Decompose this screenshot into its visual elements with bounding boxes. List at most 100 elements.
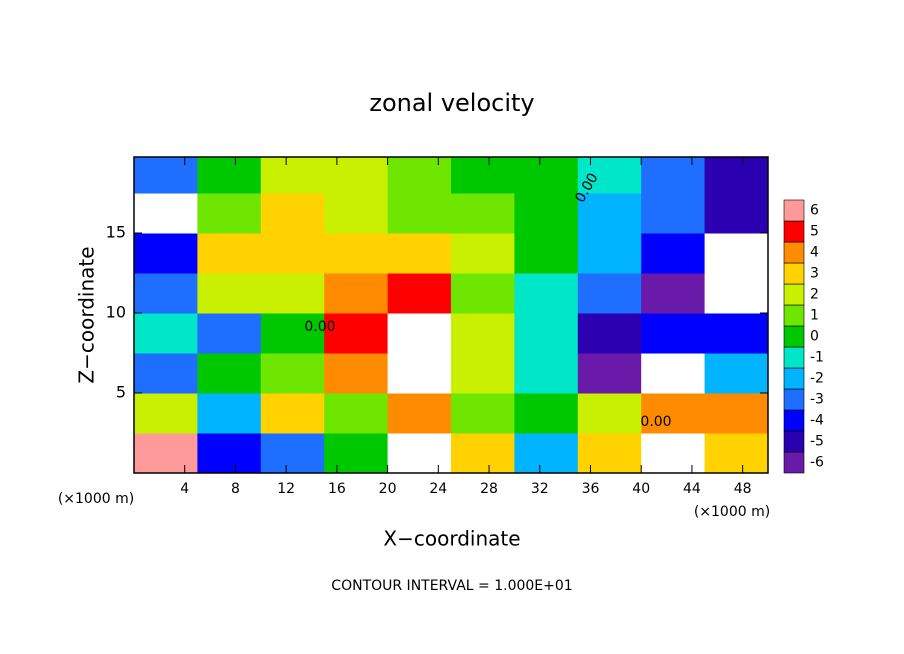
- cell: [704, 353, 768, 394]
- cell: [704, 433, 768, 473]
- colorbar-label: 5: [810, 224, 819, 240]
- cell: [197, 313, 262, 354]
- colorbar-box: [783, 199, 805, 222]
- chart-title: zonal velocity: [369, 89, 534, 117]
- cell: [641, 193, 706, 234]
- colorbar-box: [783, 283, 805, 306]
- cell: [134, 273, 198, 314]
- colorbar-box: [783, 409, 805, 432]
- colorbar-box: [783, 262, 805, 285]
- cell: [577, 313, 642, 354]
- cell: [260, 193, 325, 234]
- cell: [641, 233, 706, 274]
- colorbar-label: -3: [810, 392, 824, 408]
- cell: [387, 233, 452, 274]
- colorbar-label: 2: [810, 287, 819, 303]
- cell: [577, 433, 642, 473]
- cell: [387, 157, 452, 194]
- cell: [134, 433, 198, 473]
- plot-frame: [133, 156, 769, 474]
- cell: [134, 353, 198, 394]
- cell: [514, 193, 579, 234]
- cell: [577, 233, 642, 274]
- cell: [260, 433, 325, 473]
- cell: [514, 393, 579, 434]
- cell: [134, 393, 198, 434]
- x-tick-label: 36: [582, 481, 600, 497]
- footer: CONTOUR INTERVAL = 1.000E+01: [331, 578, 572, 594]
- colorbar-box: [783, 451, 805, 474]
- cell: [134, 313, 198, 354]
- cell: [387, 313, 452, 354]
- y-tick-label: 10: [106, 303, 126, 322]
- x-axis-label: X−coordinate: [383, 527, 520, 551]
- field: [134, 157, 768, 473]
- cell: [197, 193, 262, 234]
- cell: [641, 433, 706, 473]
- cell: [197, 433, 262, 473]
- cell: [641, 157, 706, 194]
- cell: [324, 393, 389, 434]
- cell: [451, 233, 515, 274]
- cell: [514, 353, 579, 394]
- colorbar-box: [783, 241, 805, 264]
- cell: [514, 433, 579, 473]
- contour-label: 0.00: [640, 414, 671, 430]
- cell: [324, 273, 389, 314]
- cell: [704, 393, 768, 434]
- colorbar-box: [783, 430, 805, 453]
- colorbar-box: [783, 325, 805, 348]
- cell: [451, 193, 515, 234]
- cell: [641, 393, 706, 434]
- cell: [577, 353, 642, 394]
- cell: [197, 393, 262, 434]
- x-tick-label: 4: [180, 481, 189, 497]
- cell: [387, 273, 452, 314]
- colorbar-box: [783, 388, 805, 411]
- cell: [451, 313, 515, 354]
- colorbar-label: 1: [810, 308, 819, 324]
- colorbar-box: [783, 346, 805, 369]
- cell: [134, 193, 198, 234]
- cell: [577, 193, 642, 234]
- cell: [324, 433, 389, 473]
- cell: [514, 157, 579, 194]
- colorbar-label: 6: [810, 203, 819, 219]
- cell: [260, 233, 325, 274]
- cell: [577, 157, 642, 194]
- cell: [387, 393, 452, 434]
- cell: [197, 233, 262, 274]
- cell: [704, 157, 768, 194]
- cell: [704, 233, 768, 274]
- cell: [451, 157, 515, 194]
- colorbar-label: -4: [810, 413, 824, 429]
- x-unit: (×1000 m): [694, 504, 770, 520]
- x-tick-label: 20: [379, 481, 397, 497]
- cell: [387, 193, 452, 234]
- x-tick-label: 8: [231, 481, 240, 497]
- x-tick-label: 28: [480, 481, 498, 497]
- cell: [260, 353, 325, 394]
- cell: [641, 313, 706, 354]
- cell: [134, 233, 198, 274]
- cell: [577, 273, 642, 314]
- cell: [704, 193, 768, 234]
- cell: [641, 353, 706, 394]
- cell: [577, 393, 642, 434]
- cell: [197, 353, 262, 394]
- colorbar-label: 0: [810, 329, 819, 345]
- colorbar-label: 4: [810, 245, 819, 261]
- contour-label: 0.00: [304, 319, 335, 335]
- cell: [324, 233, 389, 274]
- cell: [324, 353, 389, 394]
- colorbar-box: [783, 220, 805, 243]
- x-tick-label: 40: [632, 481, 650, 497]
- cell: [197, 157, 262, 194]
- cell: [451, 273, 515, 314]
- cell: [514, 233, 579, 274]
- colorbar-label: -1: [810, 350, 824, 366]
- cell: [260, 157, 325, 194]
- x-tick-label: 12: [277, 481, 295, 497]
- cell: [704, 313, 768, 354]
